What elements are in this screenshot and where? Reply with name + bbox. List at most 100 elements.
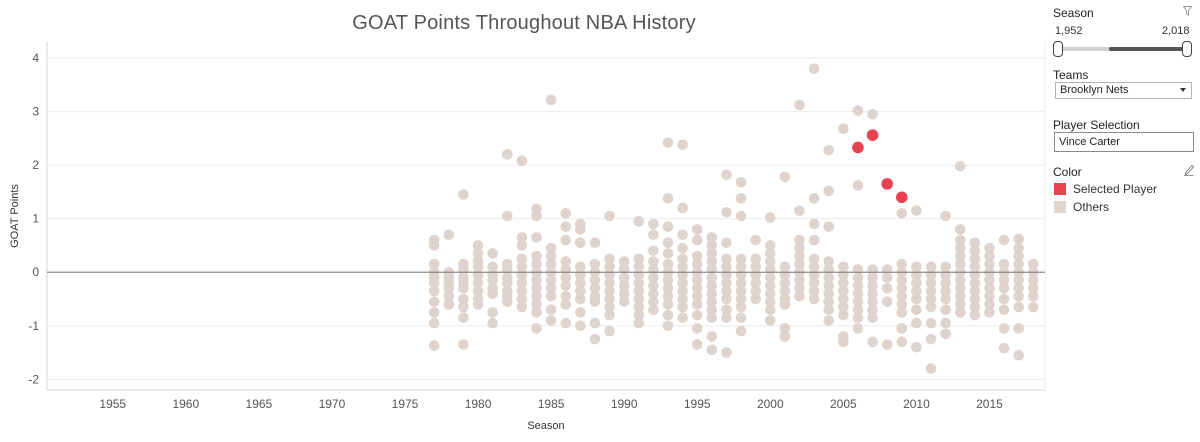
other-player-point	[516, 293, 528, 305]
other-player-point	[662, 193, 674, 204]
season-slider-range[interactable]	[1109, 47, 1186, 51]
other-player-point	[925, 333, 937, 345]
other-player-point	[677, 242, 688, 254]
other-player-point	[954, 250, 966, 262]
other-player-point	[954, 307, 966, 318]
other-player-point	[604, 253, 615, 265]
other-player-point	[677, 229, 688, 241]
other-player-point	[487, 288, 498, 299]
other-player-point	[443, 291, 455, 302]
other-player-point	[487, 248, 498, 259]
other-player-point	[750, 277, 761, 289]
season-slider-max-handle[interactable]	[1182, 41, 1192, 57]
selected-player-point	[896, 191, 908, 204]
player-selection-input[interactable]: Vince Carter	[1054, 132, 1194, 152]
x-tick-label: 2000	[757, 397, 784, 411]
other-player-point	[969, 261, 981, 273]
other-player-point	[984, 291, 995, 302]
funnel-icon[interactable]	[1183, 6, 1192, 16]
color-legend-title: Color	[1053, 165, 1082, 179]
other-player-point	[1013, 242, 1024, 254]
other-player-point	[794, 242, 805, 254]
other-player-point	[706, 331, 718, 342]
other-player-point	[1028, 258, 1039, 270]
other-player-point	[472, 240, 484, 251]
other-player-point	[677, 301, 688, 313]
other-player-point	[867, 304, 878, 315]
other-player-point	[984, 282, 995, 294]
other-player-point	[911, 205, 922, 216]
other-player-point	[838, 277, 849, 289]
other-player-point	[531, 210, 542, 222]
other-player-point	[925, 363, 937, 374]
other-player-point	[589, 296, 601, 307]
other-player-point	[896, 336, 908, 348]
other-player-point	[618, 280, 630, 291]
other-player-point	[808, 285, 820, 297]
other-player-point	[794, 99, 805, 111]
other-player-point	[998, 304, 1010, 315]
other-player-point	[940, 277, 951, 289]
other-player-point	[545, 304, 557, 315]
other-player-point	[735, 312, 747, 324]
other-player-point	[721, 253, 732, 265]
other-player-point	[940, 328, 951, 340]
other-player-point	[779, 277, 791, 289]
teams-filter-title: Teams	[1053, 68, 1089, 82]
other-player-point	[779, 323, 791, 334]
other-player-point	[808, 253, 820, 265]
other-player-point	[545, 315, 557, 326]
other-player-point	[633, 285, 645, 297]
other-player-point	[998, 234, 1010, 246]
other-player-point	[648, 218, 659, 230]
other-player-point	[706, 312, 718, 324]
other-player-point	[735, 261, 747, 273]
other-player-point	[852, 180, 864, 191]
other-player-point	[735, 210, 747, 222]
other-player-point	[823, 256, 835, 267]
other-player-point	[560, 208, 572, 219]
other-player-point	[1013, 250, 1024, 262]
other-player-point	[794, 274, 805, 286]
other-player-point	[808, 193, 820, 204]
other-player-point	[984, 299, 995, 310]
pencil-icon[interactable]	[1184, 164, 1194, 176]
other-player-point	[808, 293, 820, 305]
x-axis-title: Season	[527, 420, 564, 432]
other-player-point	[1028, 301, 1039, 313]
other-player-point	[575, 237, 586, 249]
x-tick-label: 2010	[903, 397, 930, 411]
chevron-down-icon	[1180, 88, 1186, 92]
other-player-point	[794, 291, 805, 302]
season-slider-min-handle[interactable]	[1053, 41, 1063, 57]
other-player-point	[545, 291, 557, 302]
teams-dropdown[interactable]: Brooklyn Nets	[1055, 82, 1192, 99]
other-player-point	[428, 296, 440, 307]
selected-player-point	[881, 178, 893, 190]
other-player-point	[443, 229, 455, 241]
other-player-point	[443, 282, 455, 294]
other-player-point	[735, 285, 747, 297]
y-tick-label: 1	[32, 212, 39, 226]
other-player-point	[940, 304, 951, 315]
other-player-point	[428, 317, 440, 329]
other-player-point	[896, 307, 908, 318]
other-player-point	[472, 299, 484, 310]
other-player-point	[662, 237, 674, 249]
other-player-point	[575, 224, 586, 235]
other-player-point	[458, 339, 469, 350]
other-player-point	[531, 291, 542, 302]
other-player-point	[721, 293, 732, 305]
x-tick-label: 2015	[976, 397, 1003, 411]
other-player-point	[721, 285, 732, 297]
y-axis-title: GOAT Points	[9, 184, 21, 248]
other-player-point	[662, 309, 674, 321]
season-filter-title: Season	[1053, 6, 1094, 20]
other-player-point	[618, 256, 630, 267]
other-player-point	[706, 248, 718, 259]
scatter-plot[interactable]: -2 -1 0 1 2 3 4 1955 1960 1965 1970 1975 1980 1985 199…	[0, 0, 1048, 442]
other-player-point	[896, 282, 908, 294]
other-player-point	[896, 258, 908, 270]
other-player-point	[677, 277, 688, 289]
other-player-point	[691, 258, 703, 270]
